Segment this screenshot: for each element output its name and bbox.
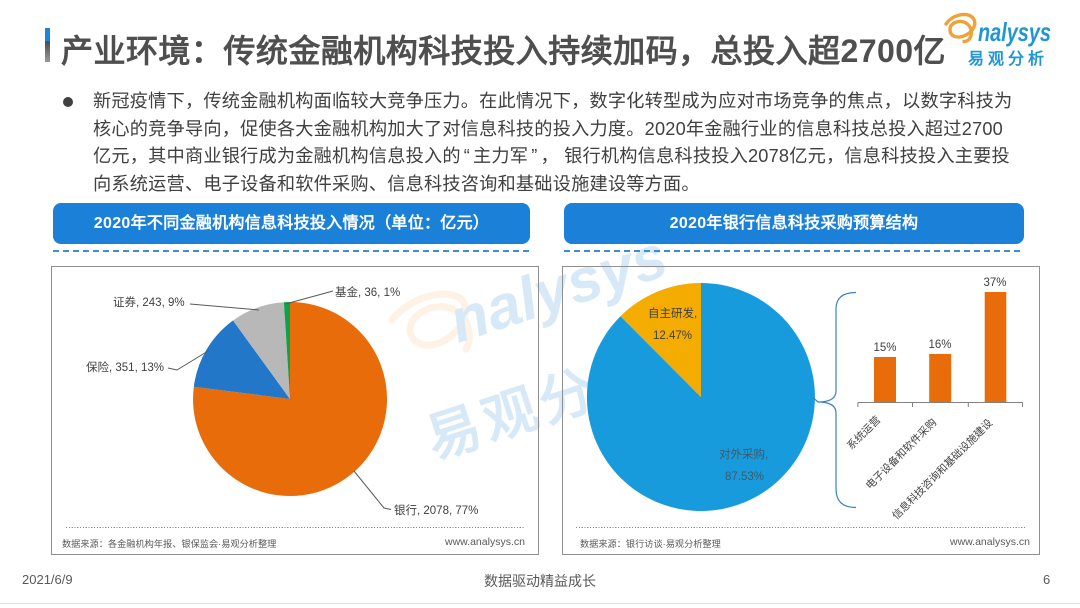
svg-text:15%: 15%	[873, 342, 896, 354]
svg-text:证券, 243, 9%: 证券, 243, 9%	[113, 295, 185, 309]
svg-text:信息科技咨询和基础设施建设: 信息科技咨询和基础设施建设	[889, 416, 995, 522]
svg-text:16%: 16%	[928, 339, 951, 351]
svg-text:37%: 37%	[983, 277, 1006, 289]
svg-text:自主研发,: 自主研发,	[648, 306, 697, 320]
svg-text:系统运营: 系统运营	[844, 413, 883, 452]
svg-text:对外采购,: 对外采购,	[719, 447, 768, 461]
svg-text:保险, 351, 13%: 保险, 351, 13%	[86, 360, 164, 374]
svg-text:银行, 2078, 77%: 银行, 2078, 77%	[394, 503, 478, 517]
svg-text:12.47%: 12.47%	[653, 330, 692, 342]
svg-text:基金, 36, 1%: 基金, 36, 1%	[335, 285, 400, 299]
svg-text:nalysys: nalysys	[978, 17, 1051, 47]
svg-text:87.53%: 87.53%	[725, 471, 764, 483]
svg-text:易观分析: 易观分析	[968, 49, 1048, 68]
